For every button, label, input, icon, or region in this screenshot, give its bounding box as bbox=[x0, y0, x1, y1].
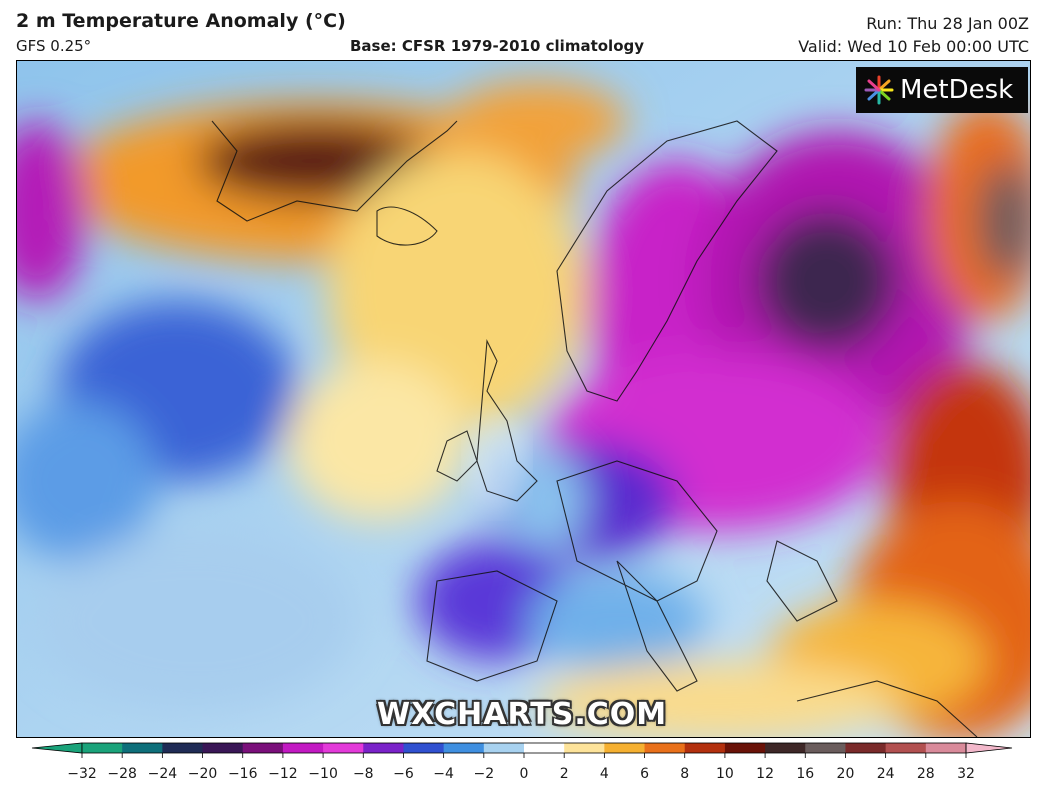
colorbar-segment bbox=[122, 743, 163, 753]
metdesk-logo: MetDesk bbox=[856, 67, 1028, 113]
colorbar-tick-label: 4 bbox=[599, 766, 609, 782]
colorbar-tick-label: −6 bbox=[393, 766, 414, 782]
colorbar-segment bbox=[282, 743, 324, 753]
colorbar-tick-label: −4 bbox=[433, 766, 454, 782]
colorbar-max-arrow bbox=[965, 742, 1013, 754]
colorbar-min-arrow bbox=[31, 742, 83, 754]
colorbar-tick-label: −12 bbox=[268, 766, 298, 782]
colorbar-segment bbox=[765, 743, 806, 753]
colorbar-segment bbox=[604, 743, 646, 753]
colorbar-tick-label: −32 bbox=[67, 766, 97, 782]
run-time-label: Run: Thu 28 Jan 00Z bbox=[866, 14, 1029, 33]
colorbar-tick-label: 32 bbox=[957, 766, 975, 782]
colorbar-segment bbox=[925, 743, 967, 753]
colorbar-segment bbox=[885, 743, 927, 753]
colorbar-tick-label: −16 bbox=[227, 766, 258, 782]
colorbar-tick-label: −24 bbox=[147, 766, 178, 782]
colorbar-segment bbox=[403, 743, 445, 753]
colorbar-tick-label: 16 bbox=[796, 766, 815, 782]
colorbar-segment bbox=[242, 743, 284, 753]
colorbar-segment bbox=[323, 743, 364, 753]
colorbar-tick-label: 0 bbox=[519, 766, 529, 782]
colorbar-tick-label: −2 bbox=[473, 766, 495, 782]
colorbar-tick-label: 24 bbox=[876, 766, 895, 782]
colorbar-segment bbox=[845, 743, 887, 753]
colorbar-tick-label: 20 bbox=[836, 766, 855, 782]
colorbar-tick-label: 10 bbox=[715, 766, 734, 782]
colorbar-segment bbox=[524, 743, 565, 753]
colorbar-segment bbox=[162, 743, 204, 753]
colorbar-tick-label: 28 bbox=[916, 766, 935, 782]
temperature-anomaly-map: MetDesk WXCHARTS.COM bbox=[16, 60, 1031, 738]
wxcharts-watermark: WXCHARTS.COM bbox=[377, 697, 668, 732]
colorbar-tick-label: −8 bbox=[352, 766, 374, 782]
coastline-outlines bbox=[211, 120, 978, 737]
metdesk-starburst-icon bbox=[864, 75, 894, 105]
valid-time-label: Valid: Wed 10 Feb 00:00 UTC bbox=[798, 37, 1029, 56]
colorbar-segment bbox=[805, 743, 846, 753]
colorbar-segment bbox=[483, 743, 525, 753]
land-outlines-hint bbox=[467, 411, 527, 511]
colorbar-tick-label: −28 bbox=[107, 766, 137, 782]
colorbar-tick-label: 8 bbox=[680, 766, 690, 782]
colorbar-segment bbox=[724, 743, 766, 753]
model-label: GFS 0.25° bbox=[16, 37, 92, 55]
colorbar-segment bbox=[564, 743, 605, 753]
colorbar-segment bbox=[82, 743, 123, 753]
anomaly-field bbox=[17, 81, 1030, 737]
map-title: 2 m Temperature Anomaly (°C) bbox=[16, 10, 346, 32]
colorbar-tick-label: −10 bbox=[308, 766, 338, 782]
colorbar-segment bbox=[202, 743, 244, 753]
map-canvas bbox=[17, 61, 1030, 737]
colorbar-tick-label: 12 bbox=[756, 766, 774, 782]
colorbar-segment bbox=[443, 743, 485, 753]
colorbar-segment bbox=[363, 743, 404, 753]
colorbar-tick-label: 6 bbox=[640, 766, 649, 782]
colorbar-segment bbox=[684, 743, 726, 753]
colorbar-tick-label: 2 bbox=[559, 766, 569, 782]
colorbar bbox=[31, 742, 1013, 758]
metdesk-logo-text: MetDesk bbox=[900, 75, 1014, 105]
colorbar-segment bbox=[644, 743, 686, 753]
colorbar-tick-label: −20 bbox=[187, 766, 218, 782]
climatology-base-label: Base: CFSR 1979-2010 climatology bbox=[350, 37, 645, 55]
